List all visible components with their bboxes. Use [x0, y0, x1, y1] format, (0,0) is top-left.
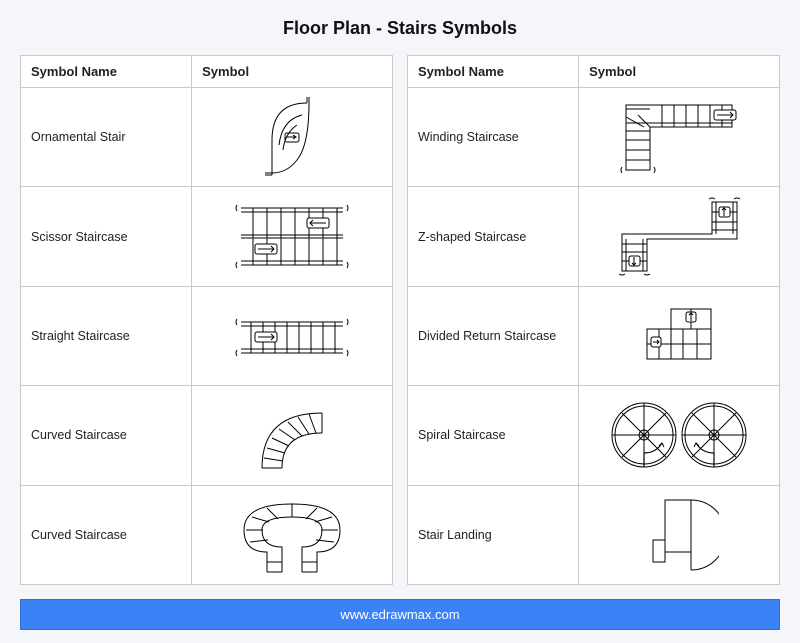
- ornamental-stair-icon: [247, 95, 337, 180]
- spiral-staircase-icon: [604, 393, 754, 478]
- stair-landing-icon: [639, 492, 719, 577]
- winding-staircase-icon: [614, 95, 744, 180]
- table-row: Spiral Staircase: [408, 386, 780, 485]
- scissor-staircase-icon: [227, 194, 357, 279]
- table-row: Stair Landing: [408, 485, 780, 584]
- symbol-cell-curved-1: [192, 386, 393, 485]
- page-title: Floor Plan - Stairs Symbols: [20, 18, 780, 39]
- col-header-name: Symbol Name: [21, 56, 192, 88]
- symbol-name-cell: Stair Landing: [408, 485, 579, 584]
- symbol-cell-scissor: [192, 187, 393, 286]
- symbol-name-cell: Winding Staircase: [408, 88, 579, 187]
- table-row: Scissor Staircase: [21, 187, 393, 286]
- col-header-symbol: Symbol: [579, 56, 780, 88]
- col-header-symbol: Symbol: [192, 56, 393, 88]
- symbol-name-cell: Curved Staircase: [21, 485, 192, 584]
- table-row: Curved Staircase: [21, 386, 393, 485]
- table-row: Ornamental Stair: [21, 88, 393, 187]
- tables-container: Symbol Name Symbol Ornamental Stair: [20, 55, 780, 585]
- symbol-name-cell: Spiral Staircase: [408, 386, 579, 485]
- symbol-name-cell: Divided Return Staircase: [408, 286, 579, 385]
- col-header-name: Symbol Name: [408, 56, 579, 88]
- right-table: Symbol Name Symbol Winding Staircase: [407, 55, 780, 585]
- symbol-cell-ornamental: [192, 88, 393, 187]
- symbol-cell-divided: [579, 286, 780, 385]
- footer-banner: www.edrawmax.com: [20, 599, 780, 630]
- straight-staircase-icon: [227, 308, 357, 363]
- symbol-name-cell: Scissor Staircase: [21, 187, 192, 286]
- symbol-cell-spiral: [579, 386, 780, 485]
- symbol-cell-landing: [579, 485, 780, 584]
- curved-staircase-icon: [242, 393, 342, 478]
- left-table: Symbol Name Symbol Ornamental Stair: [20, 55, 393, 585]
- symbol-cell-curved-2: [192, 485, 393, 584]
- divided-return-staircase-icon: [629, 301, 729, 371]
- symbol-name-cell: Curved Staircase: [21, 386, 192, 485]
- symbol-name-cell: Z-shaped Staircase: [408, 187, 579, 286]
- symbol-cell-straight: [192, 286, 393, 385]
- table-row: Curved Staircase: [21, 485, 393, 584]
- symbol-name-cell: Straight Staircase: [21, 286, 192, 385]
- symbol-cell-zshaped: [579, 187, 780, 286]
- table-row: Z-shaped Staircase: [408, 187, 780, 286]
- z-shaped-staircase-icon: [612, 194, 747, 279]
- table-row: Straight Staircase: [21, 286, 393, 385]
- symbol-name-cell: Ornamental Stair: [21, 88, 192, 187]
- curved-staircase-2-icon: [232, 492, 352, 577]
- table-row: Winding Staircase: [408, 88, 780, 187]
- symbol-cell-winding: [579, 88, 780, 187]
- table-row: Divided Return Staircase: [408, 286, 780, 385]
